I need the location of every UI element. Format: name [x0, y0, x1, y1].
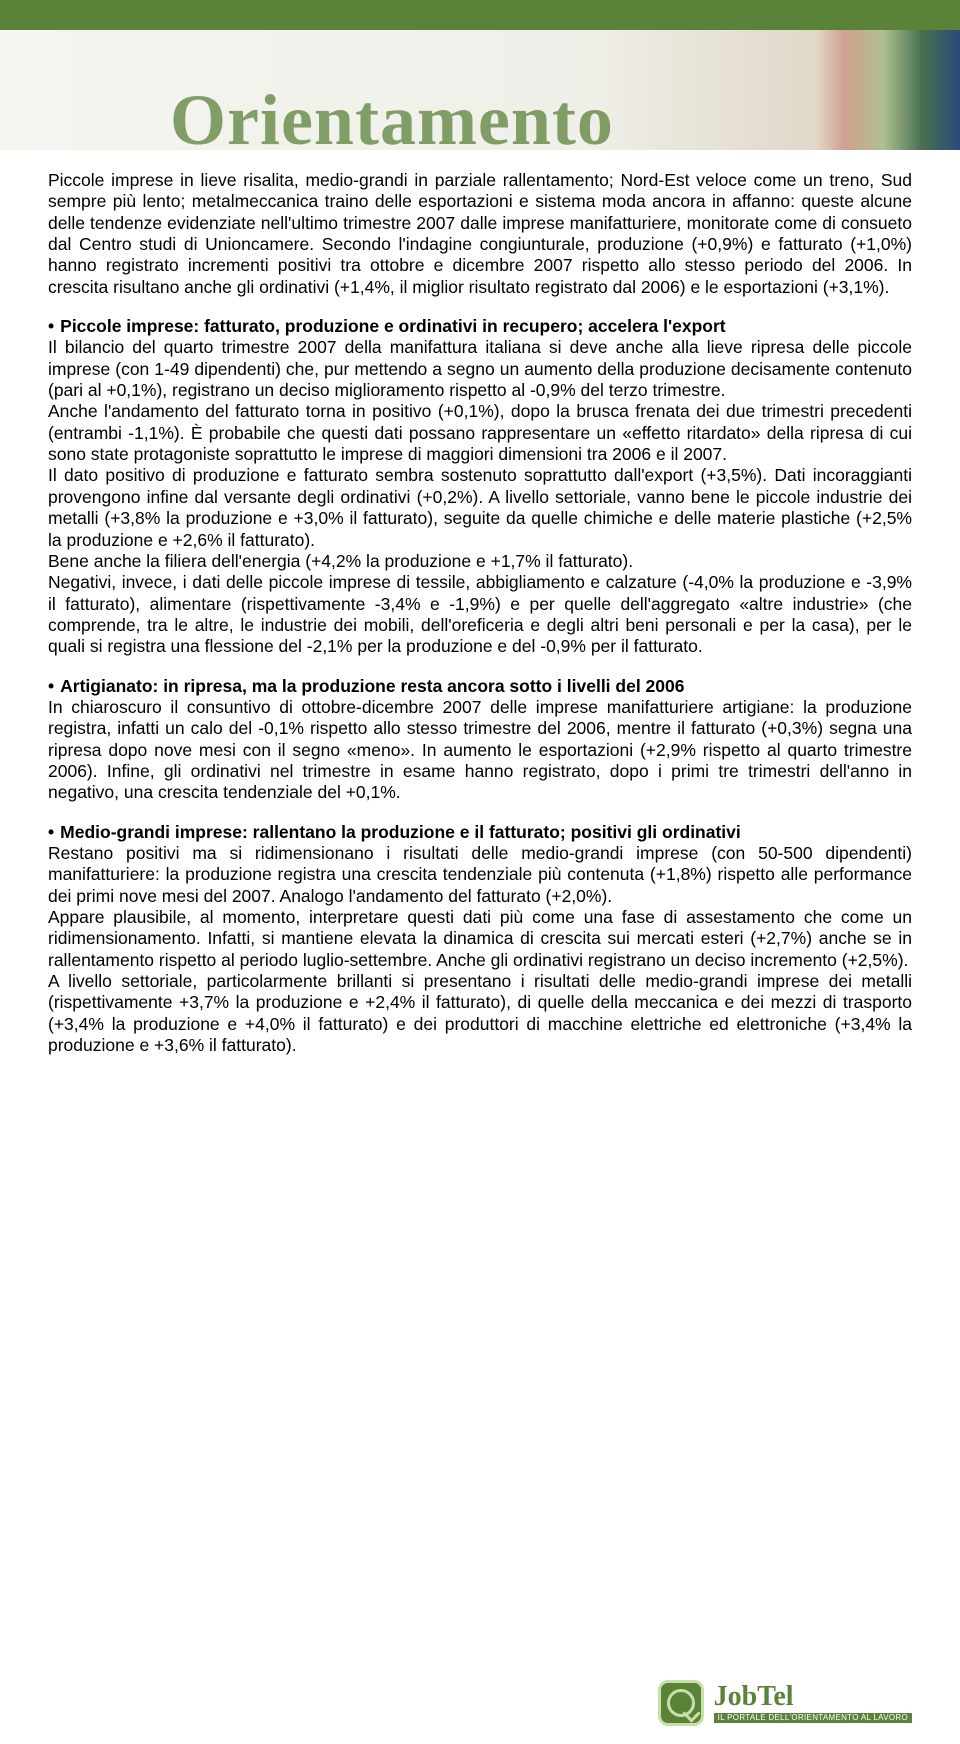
section-paragraph: Negativi, invece, i dati delle piccole i… — [48, 572, 912, 657]
footer-tagline: IL PORTALE DELL'ORIENTAMENTO AL LAVORO — [714, 1713, 912, 1723]
section-paragraph: Bene anche la filiera dell'energia (+4,2… — [48, 551, 912, 572]
section-paragraph: Anche l'andamento del fatturato torna in… — [48, 401, 912, 465]
section-paragraph: Il dato positivo di produzione e fattura… — [48, 465, 912, 550]
intro-paragraph: Piccole imprese in lieve risalita, medio… — [48, 170, 912, 298]
section-piccole-imprese: • Piccole imprese: fatturato, produzione… — [48, 316, 912, 658]
footer-brand: JobTel — [714, 1683, 912, 1711]
page-footer: JobTel IL PORTALE DELL'ORIENTAMENTO AL L… — [658, 1680, 912, 1726]
footer-text-block: JobTel IL PORTALE DELL'ORIENTAMENTO AL L… — [714, 1683, 912, 1723]
section-paragraph: In chiaroscuro il consuntivo di ottobre-… — [48, 697, 912, 804]
section-paragraph: A livello settoriale, particolarmente br… — [48, 971, 912, 1056]
document-body: Piccole imprese in lieve risalita, medio… — [48, 170, 912, 1074]
section-heading: Artigianato: in ripresa, ma la produzion… — [60, 676, 684, 697]
header-top-stripe — [0, 0, 960, 30]
section-heading: Medio-grandi imprese: rallentano la prod… — [60, 822, 741, 843]
footer-logo-icon — [658, 1680, 704, 1726]
bullet-icon: • — [48, 316, 54, 337]
section-artigianato: • Artigianato: in ripresa, ma la produzi… — [48, 676, 912, 804]
section-medio-grandi: • Medio-grandi imprese: rallentano la pr… — [48, 822, 912, 1057]
section-paragraph: Il bilancio del quarto trimestre 2007 de… — [48, 337, 912, 401]
bullet-icon: • — [48, 676, 54, 697]
header-title: Orientamento — [170, 79, 614, 150]
section-paragraph: Appare plausibile, al momento, interpret… — [48, 907, 912, 971]
section-paragraph: Restano positivi ma si ridimensionano i … — [48, 843, 912, 907]
section-heading: Piccole imprese: fatturato, produzione e… — [60, 316, 725, 337]
bullet-icon: • — [48, 822, 54, 843]
page-header: Orientamento — [0, 0, 960, 150]
